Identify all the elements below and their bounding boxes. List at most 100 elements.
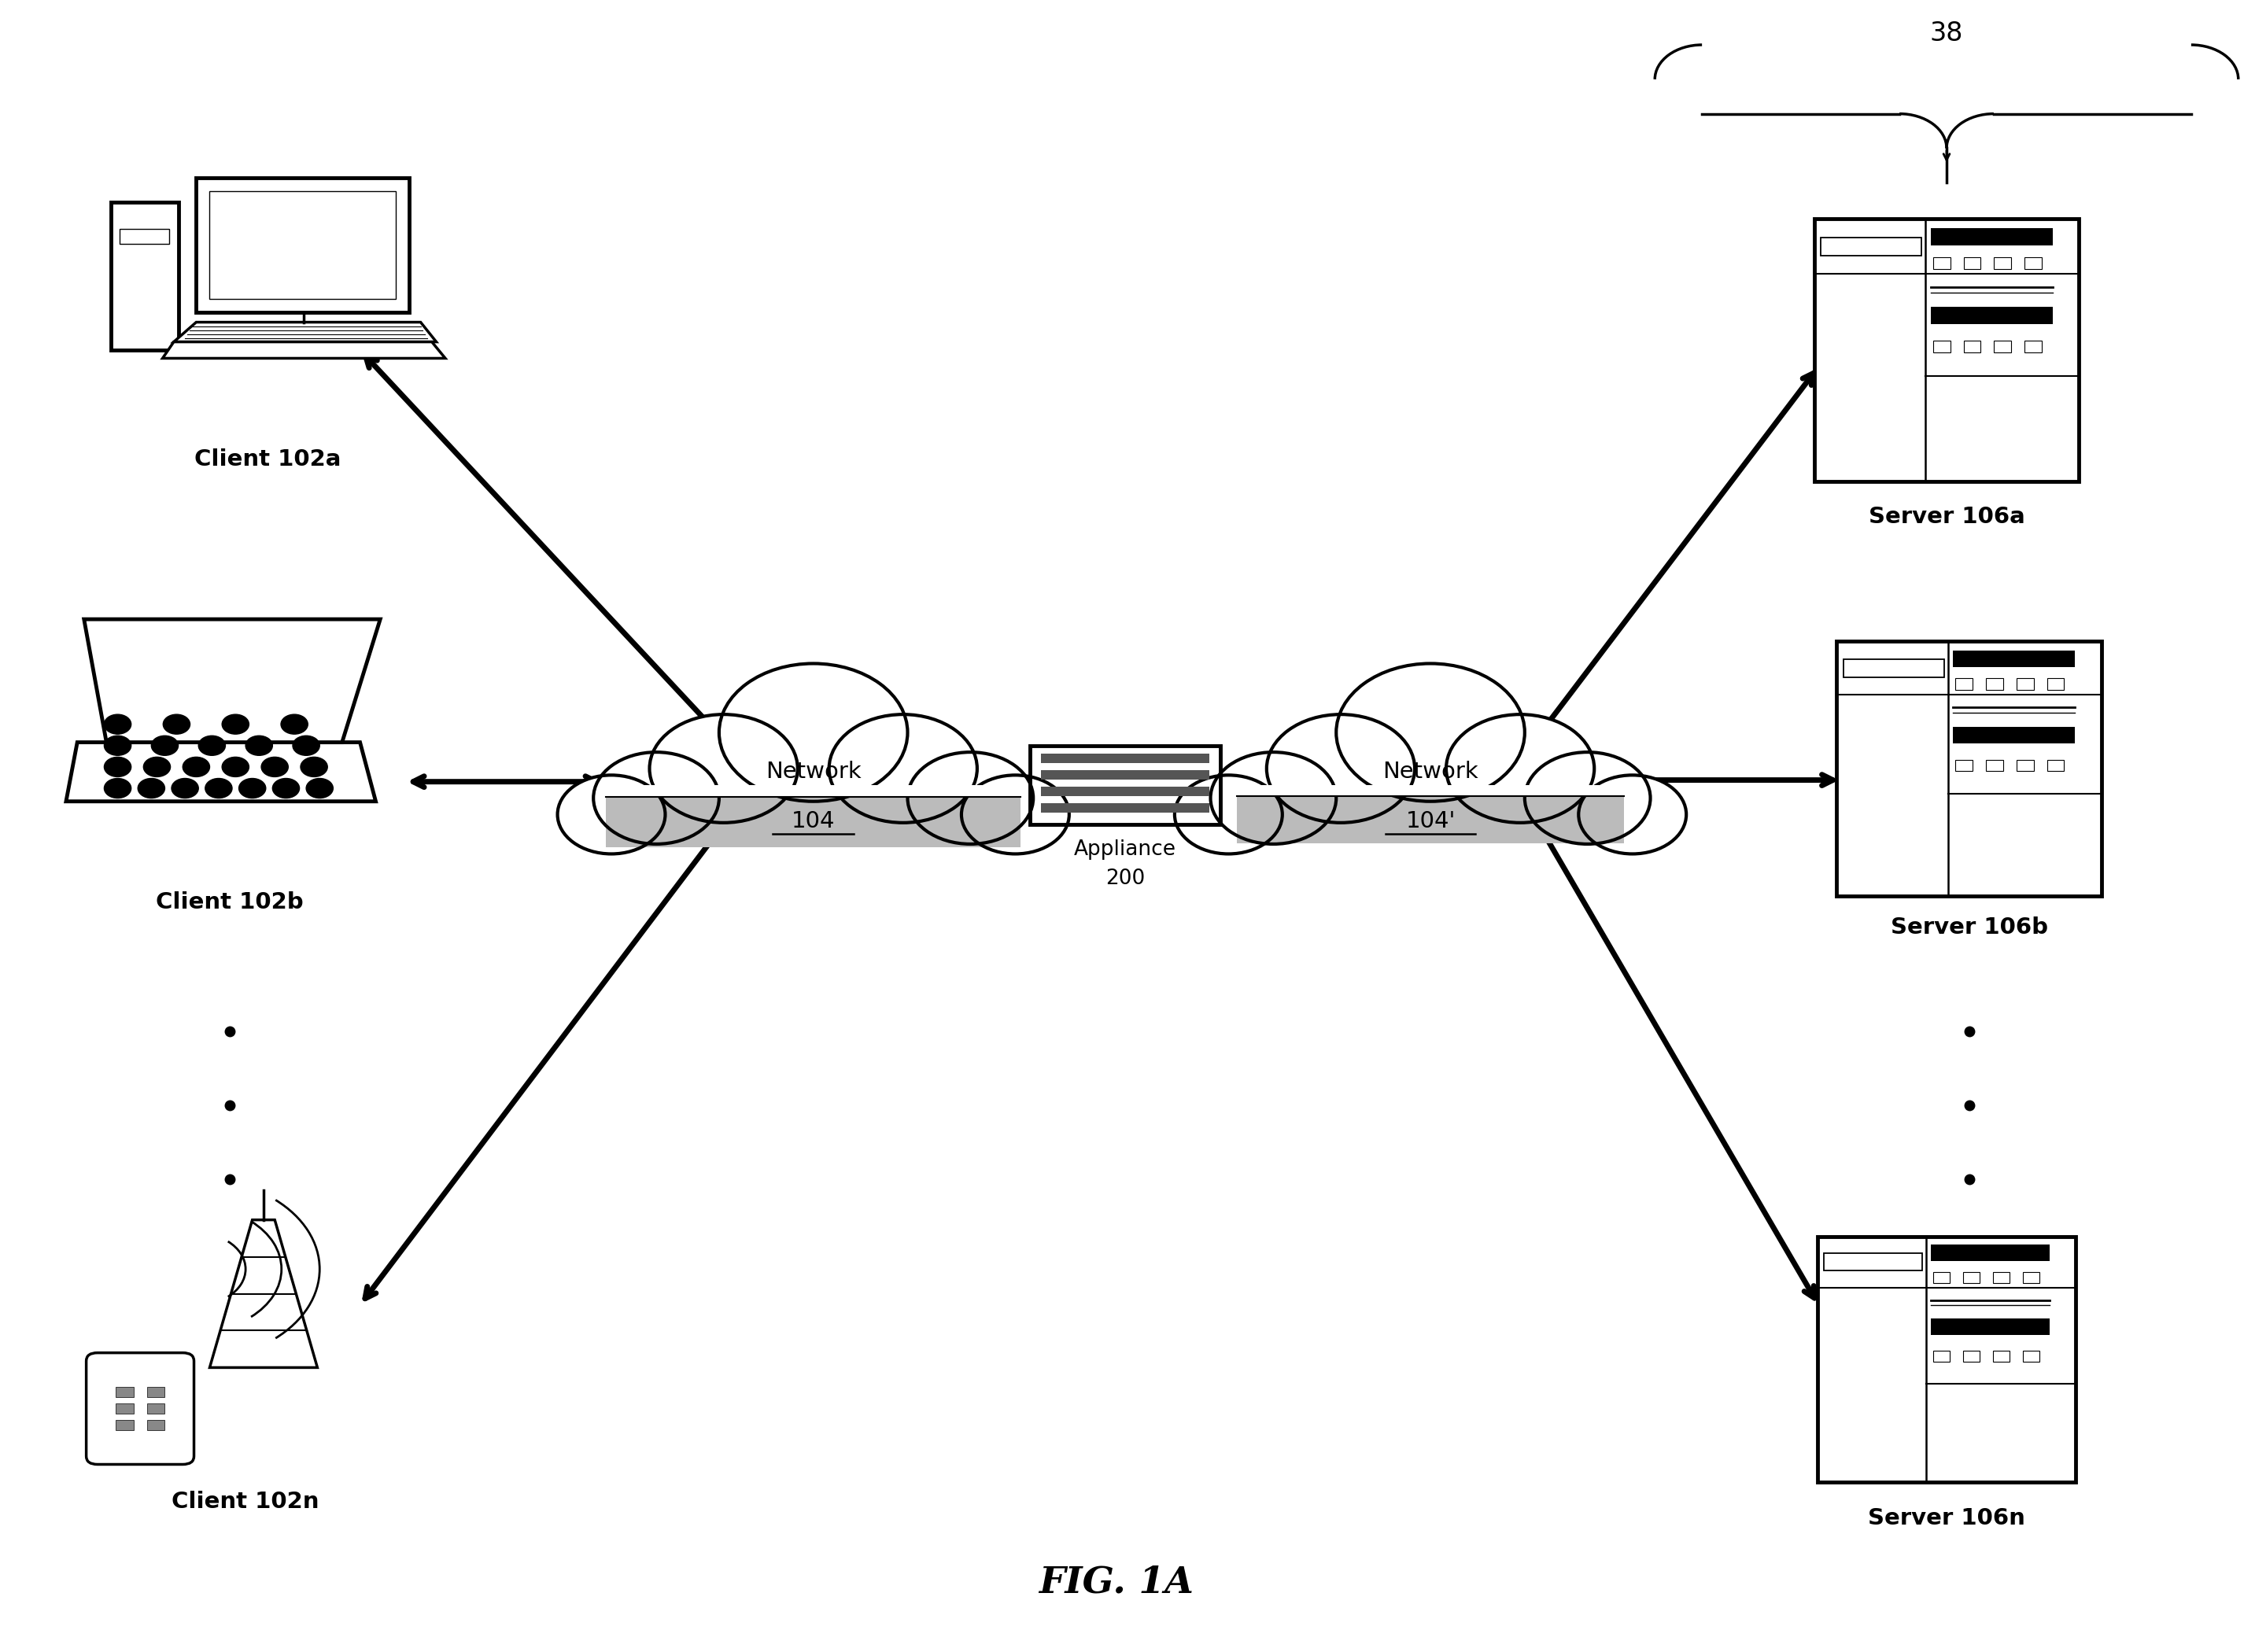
FancyBboxPatch shape [1987, 679, 2002, 689]
FancyBboxPatch shape [1955, 679, 1973, 689]
FancyBboxPatch shape [1815, 218, 2079, 481]
FancyBboxPatch shape [607, 796, 1022, 841]
Polygon shape [1238, 796, 1624, 844]
FancyBboxPatch shape [1964, 256, 1980, 269]
FancyBboxPatch shape [1818, 1236, 2075, 1482]
Circle shape [221, 714, 248, 733]
FancyBboxPatch shape [147, 1388, 165, 1398]
Circle shape [830, 714, 976, 823]
FancyBboxPatch shape [1955, 760, 1973, 771]
Text: 104: 104 [792, 809, 834, 833]
Circle shape [300, 757, 327, 776]
FancyBboxPatch shape [110, 203, 178, 350]
FancyBboxPatch shape [1993, 256, 2011, 269]
Circle shape [961, 775, 1069, 854]
FancyBboxPatch shape [1824, 1254, 1921, 1270]
FancyBboxPatch shape [2025, 256, 2041, 269]
FancyBboxPatch shape [1042, 753, 1209, 763]
Circle shape [239, 778, 266, 798]
FancyBboxPatch shape [2048, 679, 2063, 689]
FancyBboxPatch shape [1930, 228, 2052, 244]
Polygon shape [174, 322, 435, 342]
Circle shape [104, 714, 131, 733]
Circle shape [593, 752, 719, 844]
FancyBboxPatch shape [2016, 760, 2034, 771]
Circle shape [719, 664, 907, 801]
FancyBboxPatch shape [1820, 238, 1921, 256]
Text: Client 102a: Client 102a [194, 449, 341, 471]
Circle shape [1578, 775, 1687, 854]
Text: 200: 200 [1105, 869, 1146, 889]
Circle shape [138, 778, 165, 798]
FancyBboxPatch shape [120, 230, 169, 244]
Circle shape [183, 757, 210, 776]
Circle shape [1175, 775, 1283, 854]
Circle shape [1445, 714, 1594, 823]
Circle shape [205, 778, 232, 798]
FancyBboxPatch shape [2025, 340, 2041, 354]
FancyBboxPatch shape [1238, 796, 1624, 838]
Circle shape [1267, 714, 1414, 823]
FancyBboxPatch shape [196, 178, 410, 312]
FancyBboxPatch shape [86, 1353, 194, 1464]
Circle shape [221, 757, 248, 776]
FancyBboxPatch shape [147, 1421, 165, 1431]
Circle shape [649, 714, 798, 823]
Text: Server 106b: Server 106b [1890, 917, 2048, 938]
Circle shape [282, 714, 309, 733]
Polygon shape [83, 620, 381, 742]
Text: Server 106a: Server 106a [1869, 506, 2025, 529]
FancyBboxPatch shape [115, 1404, 133, 1414]
Text: Network: Network [1382, 762, 1479, 783]
Circle shape [144, 757, 171, 776]
FancyBboxPatch shape [147, 1404, 165, 1414]
FancyBboxPatch shape [1842, 659, 1944, 677]
FancyBboxPatch shape [115, 1421, 133, 1431]
FancyBboxPatch shape [1933, 1272, 1951, 1284]
Circle shape [273, 778, 300, 798]
FancyBboxPatch shape [1042, 770, 1209, 780]
FancyBboxPatch shape [1933, 256, 1951, 269]
FancyBboxPatch shape [1238, 785, 1624, 796]
Text: 38: 38 [1930, 20, 1964, 46]
Text: Client 102n: Client 102n [171, 1490, 320, 1513]
FancyBboxPatch shape [210, 192, 397, 299]
Circle shape [104, 757, 131, 776]
Text: 104': 104' [1405, 809, 1454, 833]
FancyBboxPatch shape [2048, 760, 2063, 771]
Circle shape [1337, 664, 1524, 801]
Text: Network: Network [764, 762, 861, 783]
FancyBboxPatch shape [1964, 1272, 1980, 1284]
Polygon shape [607, 796, 1022, 847]
FancyBboxPatch shape [2016, 679, 2034, 689]
FancyBboxPatch shape [607, 785, 1022, 796]
FancyBboxPatch shape [1031, 745, 1220, 824]
FancyBboxPatch shape [1987, 760, 2002, 771]
Text: Client 102b: Client 102b [156, 892, 304, 914]
Circle shape [1524, 752, 1651, 844]
Circle shape [1211, 752, 1337, 844]
FancyBboxPatch shape [115, 1388, 133, 1398]
FancyBboxPatch shape [1933, 340, 1951, 354]
FancyBboxPatch shape [1042, 786, 1209, 796]
FancyBboxPatch shape [1993, 1351, 2009, 1361]
FancyBboxPatch shape [1964, 1351, 1980, 1361]
Circle shape [246, 735, 273, 755]
FancyBboxPatch shape [1953, 651, 2075, 667]
Circle shape [104, 735, 131, 755]
Circle shape [307, 778, 334, 798]
FancyBboxPatch shape [2023, 1272, 2039, 1284]
Circle shape [262, 757, 289, 776]
Circle shape [171, 778, 198, 798]
FancyBboxPatch shape [2023, 1351, 2039, 1361]
Circle shape [293, 735, 320, 755]
FancyBboxPatch shape [1836, 641, 2102, 895]
FancyBboxPatch shape [1930, 1318, 2050, 1335]
Circle shape [162, 714, 189, 733]
FancyBboxPatch shape [1930, 1246, 2050, 1260]
FancyBboxPatch shape [1993, 340, 2011, 354]
FancyBboxPatch shape [1933, 1351, 1951, 1361]
Circle shape [104, 778, 131, 798]
Text: Appliance: Appliance [1073, 839, 1177, 859]
Circle shape [907, 752, 1033, 844]
